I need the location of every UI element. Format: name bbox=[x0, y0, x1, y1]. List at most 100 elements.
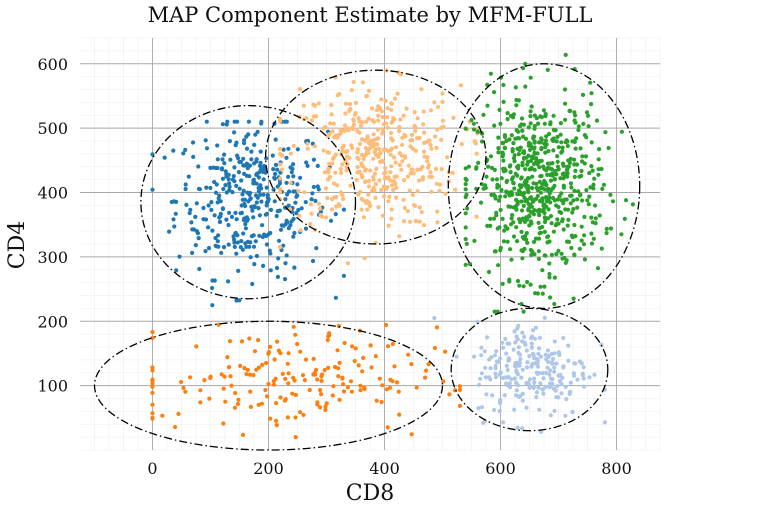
data-point-cluster-1 bbox=[262, 163, 267, 169]
data-point-cluster-3 bbox=[546, 149, 551, 154]
data-point-cluster-2 bbox=[418, 167, 423, 172]
data-point-cluster-3 bbox=[529, 104, 534, 109]
data-point-cluster-1 bbox=[260, 223, 265, 228]
data-point-cluster-3 bbox=[509, 133, 514, 138]
data-point-cluster-3 bbox=[546, 207, 551, 212]
data-point-cluster-2 bbox=[365, 207, 370, 212]
data-point-cluster-2 bbox=[355, 164, 360, 170]
data-point-cluster-1 bbox=[234, 183, 239, 188]
data-point-cluster-3 bbox=[526, 201, 531, 206]
data-point-cluster-3 bbox=[589, 102, 594, 107]
data-point-cluster-2 bbox=[386, 223, 391, 228]
data-point-cluster-1 bbox=[206, 203, 211, 208]
data-point-cluster-4 bbox=[235, 401, 240, 407]
data-point-cluster-4 bbox=[242, 366, 247, 371]
data-point-cluster-3 bbox=[525, 159, 530, 164]
data-point-cluster-5 bbox=[527, 377, 533, 382]
data-point-cluster-5 bbox=[543, 384, 548, 389]
data-point-cluster-3 bbox=[515, 239, 520, 244]
data-point-cluster-2 bbox=[349, 88, 354, 93]
data-point-cluster-2 bbox=[323, 215, 329, 220]
data-point-cluster-2 bbox=[364, 119, 369, 124]
data-point-cluster-4 bbox=[286, 381, 291, 386]
data-point-cluster-5 bbox=[538, 354, 544, 359]
data-point-cluster-2 bbox=[400, 135, 405, 140]
data-point-cluster-4 bbox=[394, 380, 400, 385]
data-point-cluster-4 bbox=[331, 384, 336, 389]
data-point-cluster-3 bbox=[496, 135, 501, 140]
data-point-cluster-2 bbox=[316, 201, 321, 206]
data-point-cluster-5 bbox=[454, 354, 459, 359]
data-point-cluster-1 bbox=[259, 121, 264, 126]
data-point-cluster-2 bbox=[301, 103, 306, 108]
data-point-cluster-3 bbox=[586, 202, 591, 207]
data-point-cluster-1 bbox=[257, 170, 262, 175]
data-point-cluster-5 bbox=[541, 391, 546, 396]
data-point-cluster-1 bbox=[261, 177, 266, 182]
data-point-cluster-3 bbox=[536, 121, 541, 126]
data-point-cluster-3 bbox=[572, 188, 577, 193]
data-point-cluster-3 bbox=[516, 146, 522, 151]
data-point-cluster-1 bbox=[221, 245, 227, 250]
data-point-cluster-3 bbox=[536, 140, 542, 145]
data-point-cluster-3 bbox=[465, 206, 470, 211]
data-point-cluster-3 bbox=[596, 167, 601, 172]
data-point-cluster-1 bbox=[197, 266, 202, 272]
data-point-cluster-5 bbox=[502, 393, 507, 398]
data-point-cluster-2 bbox=[278, 186, 283, 192]
data-point-cluster-3 bbox=[540, 291, 545, 296]
data-point-cluster-2 bbox=[364, 94, 369, 99]
data-point-cluster-3 bbox=[575, 162, 580, 167]
data-point-cluster-3 bbox=[526, 153, 531, 158]
data-point-cluster-1 bbox=[291, 174, 296, 179]
data-point-cluster-1 bbox=[251, 215, 256, 220]
data-point-cluster-3 bbox=[489, 192, 494, 197]
data-point-cluster-3 bbox=[522, 190, 527, 196]
data-point-cluster-3 bbox=[501, 158, 506, 163]
data-point-cluster-1 bbox=[221, 186, 226, 192]
data-point-cluster-3 bbox=[589, 140, 594, 145]
data-point-cluster-1 bbox=[183, 147, 188, 152]
data-point-cluster-3 bbox=[549, 252, 555, 257]
data-point-cluster-3 bbox=[496, 146, 501, 151]
y-tick-label: 600 bbox=[37, 55, 68, 74]
data-point-cluster-5 bbox=[547, 372, 552, 377]
data-point-cluster-3 bbox=[558, 132, 563, 137]
data-point-cluster-5 bbox=[493, 366, 498, 371]
data-point-cluster-3 bbox=[521, 156, 527, 161]
data-point-cluster-3 bbox=[572, 118, 577, 123]
data-point-cluster-3 bbox=[542, 166, 547, 172]
data-point-cluster-3 bbox=[507, 137, 512, 142]
data-point-cluster-1 bbox=[261, 263, 266, 268]
data-point-cluster-3 bbox=[593, 203, 598, 208]
data-point-cluster-5 bbox=[484, 392, 489, 397]
data-point-cluster-3 bbox=[519, 229, 524, 234]
data-point-cluster-1 bbox=[248, 255, 253, 260]
data-point-cluster-5 bbox=[512, 376, 518, 381]
data-point-cluster-2 bbox=[422, 130, 427, 135]
data-point-cluster-3 bbox=[463, 211, 468, 216]
data-point-cluster-3 bbox=[502, 228, 507, 233]
data-point-cluster-2 bbox=[389, 101, 394, 106]
data-point-cluster-3 bbox=[525, 279, 530, 285]
data-point-cluster-1 bbox=[201, 205, 206, 211]
data-point-cluster-2 bbox=[341, 196, 346, 202]
data-point-cluster-1 bbox=[203, 138, 208, 143]
data-point-cluster-1 bbox=[231, 174, 236, 179]
data-point-cluster-3 bbox=[568, 181, 574, 186]
data-point-cluster-5 bbox=[518, 393, 523, 398]
data-point-cluster-1 bbox=[256, 206, 261, 211]
data-point-cluster-1 bbox=[190, 140, 196, 145]
data-point-cluster-3 bbox=[514, 103, 519, 108]
data-point-cluster-3 bbox=[528, 121, 533, 126]
data-point-cluster-3 bbox=[576, 127, 581, 133]
data-point-cluster-4 bbox=[280, 371, 285, 376]
data-point-cluster-3 bbox=[588, 80, 593, 85]
data-point-cluster-1 bbox=[181, 151, 186, 156]
data-point-cluster-3 bbox=[560, 256, 565, 261]
data-point-cluster-4 bbox=[426, 362, 431, 367]
data-point-cluster-5 bbox=[566, 358, 571, 363]
data-point-cluster-3 bbox=[583, 154, 589, 159]
data-point-cluster-4 bbox=[293, 332, 298, 337]
data-point-cluster-1 bbox=[286, 174, 291, 179]
